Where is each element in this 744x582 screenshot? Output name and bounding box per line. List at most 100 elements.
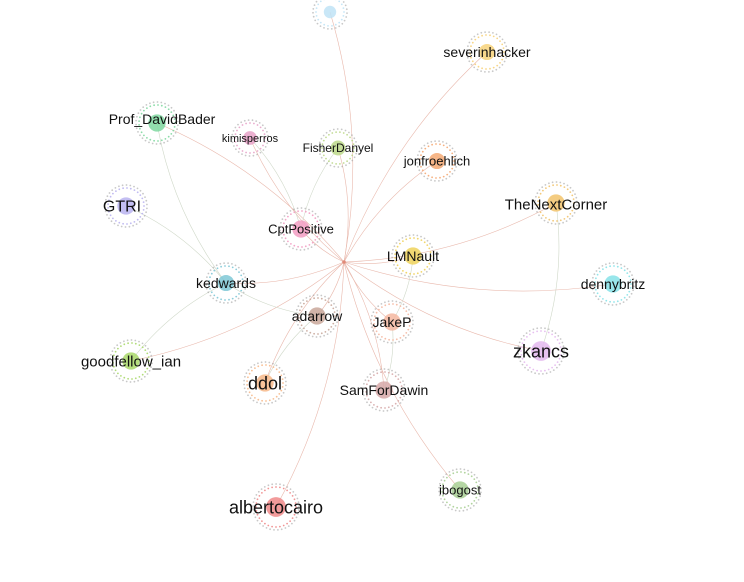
follower-dot (392, 248, 394, 251)
node-ibogost[interactable]: ibogost (438, 468, 482, 512)
follower-dot (371, 406, 374, 409)
follower-dot (149, 102, 151, 105)
follower-dot (345, 8, 348, 11)
node-goodfellow_ian[interactable]: goodfellow_ian (81, 339, 181, 383)
node-kimisperros[interactable]: kimisperros (222, 119, 279, 157)
follower-dot (520, 354, 523, 356)
follower-dot (449, 171, 451, 173)
follower-dot (595, 288, 597, 291)
follower-dot (148, 360, 150, 362)
follower-dot (320, 156, 323, 159)
follower-dot (112, 358, 114, 360)
follower-dot (223, 302, 225, 304)
follower-dot (257, 490, 260, 493)
node-CptPositive[interactable]: CptPositive (268, 207, 334, 251)
node-LMNault[interactable]: LMNault (387, 234, 439, 278)
follower-dot (108, 192, 111, 194)
follower-dot (290, 213, 292, 216)
node-SamForDawin[interactable]: SamForDawin (340, 368, 429, 412)
follower-dot (301, 330, 304, 333)
follower-dot (279, 233, 282, 236)
node-albertocairo[interactable]: albertocairo (229, 483, 323, 531)
follower-dot (343, 19, 346, 22)
follower-dot (545, 187, 547, 190)
node-adarrow[interactable]: adarrow (292, 294, 343, 338)
follower-dot (476, 485, 479, 487)
follower-dot (275, 486, 277, 488)
follower-dot (231, 141, 234, 144)
follower-dot (136, 187, 139, 190)
follower-dot (400, 272, 403, 275)
node-top[interactable] (312, 0, 348, 30)
follower-dot (605, 266, 608, 269)
follower-dot (320, 137, 323, 140)
follower-dot (366, 394, 368, 397)
follower-dot (320, 332, 323, 335)
follower-dot (529, 333, 531, 336)
node-GTRI[interactable]: GTRI (103, 184, 148, 228)
node-ddol[interactable]: ddol (243, 361, 287, 405)
follower-dot (449, 504, 451, 506)
follower-dot (283, 215, 286, 217)
follower-dot (317, 3, 320, 6)
follower-dot (286, 489, 288, 492)
follower-dot (140, 131, 143, 134)
follower-dot (283, 240, 285, 243)
follower-dot (107, 203, 109, 206)
node-zkancs[interactable]: zkancs (513, 327, 569, 375)
follower-dot (330, 28, 333, 30)
follower-dot (455, 154, 458, 157)
follower-dot (523, 361, 526, 363)
node-JakeP[interactable]: JakeP (370, 300, 414, 344)
follower-dot (526, 364, 528, 366)
follower-dot (245, 151, 248, 154)
follower-dot (292, 247, 294, 250)
node-jonfroehlich[interactable]: jonfroehlich (403, 140, 471, 182)
follower-dot (338, 25, 341, 28)
follower-dot (407, 313, 410, 316)
follower-dot (244, 276, 247, 279)
follower-dot (388, 338, 390, 341)
follower-dot (491, 70, 494, 73)
follower-dot (282, 391, 285, 394)
follower-dot (477, 65, 480, 68)
follower-dot (300, 305, 303, 308)
follower-dot (484, 71, 486, 73)
follower-dot (395, 242, 398, 244)
follower-dot (402, 240, 404, 243)
follower-dot (560, 360, 563, 363)
follower-dot (501, 63, 504, 66)
follower-dot (329, 330, 332, 333)
follower-dot (451, 167, 454, 170)
follower-dot (467, 505, 470, 507)
node-FisherDanyel[interactable]: FisherDanyel (303, 128, 374, 168)
follower-dot (420, 165, 422, 168)
follower-dot (114, 187, 117, 189)
follower-dot (562, 356, 564, 359)
edge-hub-Prof_DavidBader (156, 122, 345, 263)
follower-dot (452, 164, 455, 166)
follower-dot (420, 147, 423, 150)
follower-dot (294, 510, 297, 512)
follower-dot (281, 218, 284, 221)
follower-dot (125, 184, 128, 186)
follower-dot (296, 308, 298, 311)
follower-dot (628, 296, 631, 298)
follower-dot (597, 298, 600, 301)
follower-dot (333, 165, 336, 168)
follower-dot (341, 165, 344, 168)
node-TheNextCorner[interactable]: TheNextCorner (505, 181, 608, 225)
follower-dot (558, 342, 561, 345)
follower-dot (216, 296, 219, 299)
node-Prof_DavidBader[interactable]: Prof_DavidBader (109, 101, 216, 145)
follower-dot (365, 387, 367, 389)
node-dennybritz[interactable]: dennybritz (581, 262, 646, 306)
follower-dot (325, 131, 328, 134)
node-kedwards[interactable]: kedwards (196, 262, 256, 304)
follower-dot (438, 490, 440, 493)
follower-dot (304, 245, 307, 248)
node-severinhacker[interactable]: severinhacker (443, 31, 531, 73)
follower-dot (492, 32, 494, 34)
follower-dot (141, 197, 144, 200)
